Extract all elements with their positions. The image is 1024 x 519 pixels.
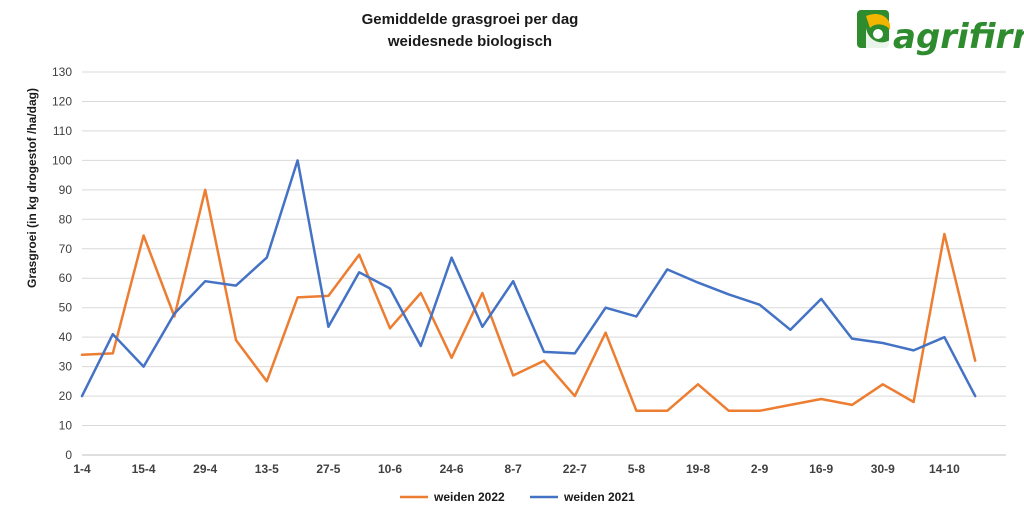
x-tick-label: 24-6 [440, 462, 464, 476]
y-tick-label: 80 [59, 212, 73, 226]
y-tick-label: 60 [59, 271, 73, 285]
series-line-1 [80, 188, 977, 413]
chart-title-line1: Gemiddelde grasgroei per dag [362, 11, 579, 28]
legend-label: weiden 2021 [563, 490, 635, 504]
agrifirm-logo: agrifirm [857, 10, 1024, 57]
legend: weiden 2022 weiden 2021 [400, 490, 635, 504]
y-axis-label: Grasgroei (in kg drogestof /ha/dag) [25, 88, 39, 288]
x-tick-label: 13-5 [255, 462, 279, 476]
x-tick-label: 5-8 [628, 462, 646, 476]
series-lines [80, 159, 977, 413]
chart-title: Gemiddelde grasgroei per dag weidesnede … [362, 11, 579, 50]
x-tick-label: 22-7 [563, 462, 587, 476]
x-tick-label: 2-9 [751, 462, 769, 476]
y-tick-label: 10 [59, 419, 73, 433]
x-tick-label: 10-6 [378, 462, 402, 476]
y-tick-label: 70 [59, 242, 73, 256]
y-tick-label: 90 [59, 183, 73, 197]
chart-subtitle: weidesnede biologisch [387, 33, 552, 50]
x-tick-label: 8-7 [505, 462, 523, 476]
y-tick-label: 120 [52, 94, 72, 108]
y-tick-label: 20 [59, 389, 73, 403]
x-tick-label: 16-9 [809, 462, 833, 476]
grid [82, 71, 1006, 456]
x-tick-label: 15-4 [132, 462, 156, 476]
y-tick-label: 100 [52, 153, 72, 167]
series-line-2 [80, 159, 977, 398]
legend-label: weiden 2022 [433, 490, 505, 504]
y-tick-label: 40 [59, 330, 73, 344]
agrifirm-mark-icon [857, 10, 891, 48]
agrifirm-wordmark: agrifirm [893, 17, 1024, 57]
y-tick-label: 30 [59, 360, 73, 374]
y-axis-ticks: 0 10 20 30 40 50 60 70 80 90 100 110 120 130 [52, 65, 72, 462]
y-tick-label: 50 [59, 301, 73, 315]
x-tick-label: 29-4 [193, 462, 217, 476]
y-tick-label: 0 [65, 448, 72, 462]
x-tick-label: 14-10 [929, 462, 960, 476]
x-tick-label: 30-9 [871, 462, 895, 476]
y-tick-label: 110 [53, 124, 72, 138]
x-tick-label: 1-4 [73, 462, 91, 476]
y-tick-label: 130 [52, 65, 72, 79]
x-tick-label: 27-5 [316, 462, 340, 476]
x-axis-ticks: 1-4 15-4 29-4 13-5 27-5 10-6 24-6 8-7 22-7 5-8 19-… [73, 462, 960, 476]
x-tick-label: 19-8 [686, 462, 710, 476]
